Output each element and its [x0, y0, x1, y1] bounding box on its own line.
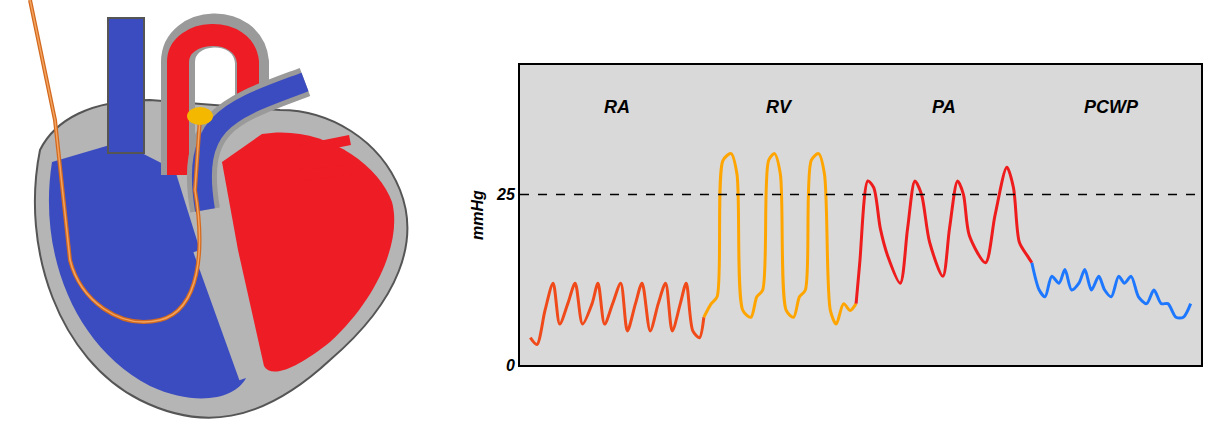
- svg-text:25: 25: [496, 186, 516, 203]
- svg-text:PCWP: PCWP: [1084, 97, 1139, 117]
- svg-text:RV: RV: [766, 97, 793, 117]
- svg-text:mmHg: mmHg: [469, 190, 486, 240]
- svg-text:0: 0: [506, 357, 515, 374]
- svg-text:RA: RA: [604, 97, 630, 117]
- svg-text:PA: PA: [932, 97, 956, 117]
